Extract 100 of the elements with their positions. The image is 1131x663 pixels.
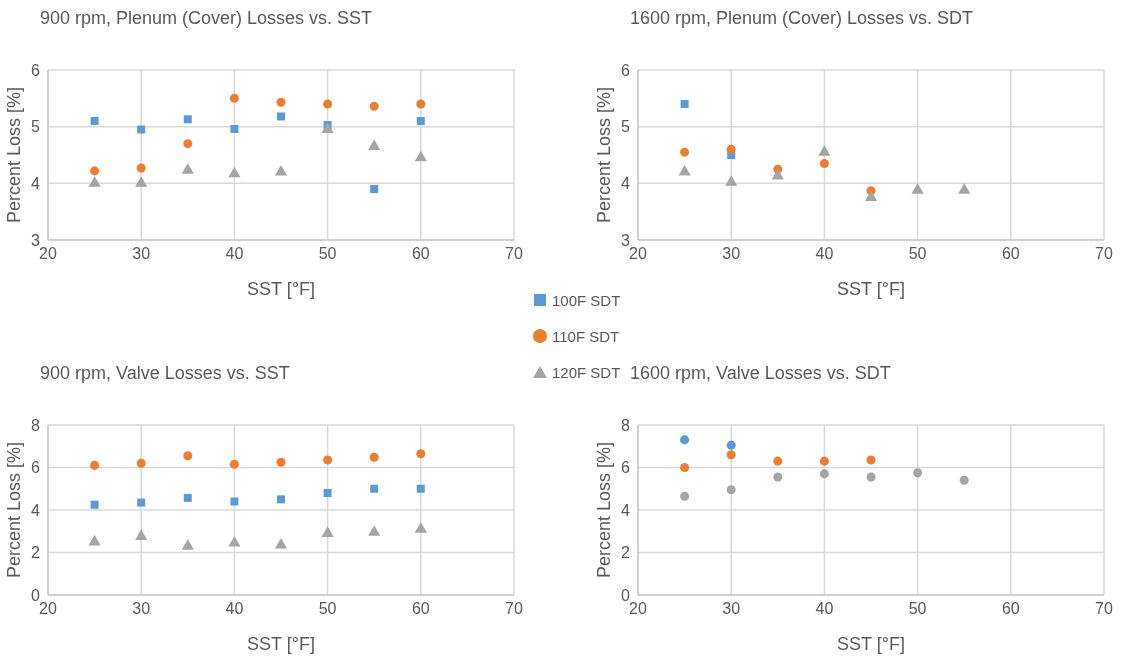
x-tick-label: 70 [505, 245, 523, 263]
point [680, 462, 690, 473]
point [277, 112, 285, 121]
y-tick-label: 3 [621, 231, 631, 249]
x-tick-label: 40 [815, 600, 834, 618]
x-tick-label: 20 [629, 600, 647, 618]
y-tick-label: 4 [621, 501, 631, 519]
x-axis-title: SST [°F] [837, 634, 905, 654]
x-tick-label: 60 [1001, 245, 1020, 263]
point [818, 145, 831, 156]
y-tick-label: 6 [31, 61, 41, 79]
point [183, 451, 193, 461]
point [416, 449, 426, 459]
y-axis-title: Percent Loss [%] [4, 86, 25, 224]
point [726, 485, 736, 495]
point [88, 176, 101, 187]
point [276, 457, 286, 467]
x-axis-title: SST [°F] [247, 279, 315, 299]
point [88, 534, 101, 546]
x-tick-label: 60 [411, 245, 430, 263]
point [276, 97, 286, 107]
point [866, 472, 876, 482]
y-tick-label: 2 [31, 544, 41, 562]
point [181, 539, 194, 550]
chart-title: 1600 rpm, Valve Losses vs. SDT [630, 363, 891, 384]
point [274, 538, 288, 549]
y-tick-label: 2 [621, 544, 631, 562]
y-tick-label: 8 [621, 416, 631, 434]
point [90, 166, 100, 176]
point [229, 93, 239, 103]
y-axis-title: Percent Loss [%] [594, 86, 615, 224]
point [323, 455, 333, 465]
point [725, 175, 738, 186]
point [229, 459, 239, 469]
x-tick-label: 40 [225, 600, 244, 618]
point [90, 500, 99, 509]
x-tick-label: 60 [1001, 600, 1020, 618]
x-tick-label: 40 [815, 245, 834, 263]
point [135, 176, 148, 187]
point [416, 484, 425, 493]
y-tick-label: 5 [31, 118, 41, 136]
point [416, 99, 426, 109]
chart-title: 1600 rpm, Plenum (Cover) Losses vs. SDT [630, 8, 974, 29]
y-axis-title: Percent Loss [%] [594, 441, 615, 579]
y-tick-label: 5 [621, 118, 631, 136]
point [368, 139, 381, 151]
point [819, 456, 829, 466]
x-tick-label: 30 [722, 600, 741, 618]
point [183, 493, 192, 502]
point [277, 495, 285, 504]
legend-label: 110F SDT [552, 327, 620, 345]
point [230, 497, 239, 506]
point [370, 484, 379, 493]
point [726, 144, 736, 154]
point [678, 164, 691, 176]
point [958, 183, 971, 194]
x-axis-title: SST [°F] [837, 279, 905, 299]
point [137, 498, 146, 507]
y-tick-label: 4 [31, 175, 41, 193]
x-tick-label: 70 [505, 600, 523, 618]
y-tick-label: 6 [31, 459, 41, 477]
x-tick-label: 70 [1095, 245, 1113, 263]
point [369, 101, 379, 111]
point [230, 124, 239, 133]
point [136, 163, 146, 173]
point [323, 489, 332, 497]
y-tick-label: 0 [31, 586, 41, 604]
point [680, 491, 690, 501]
point [183, 115, 192, 124]
y-tick-label: 8 [31, 416, 41, 434]
point [680, 147, 690, 157]
point [864, 190, 878, 202]
x-tick-label: 20 [39, 245, 57, 263]
x-tick-label: 70 [1095, 600, 1113, 618]
y-tick-label: 0 [621, 586, 631, 604]
x-tick-label: 30 [132, 600, 151, 618]
point [680, 435, 690, 445]
point [181, 163, 194, 174]
point [136, 458, 146, 468]
point [416, 117, 425, 125]
point [368, 525, 381, 536]
point [866, 455, 876, 465]
point [819, 469, 829, 479]
point [90, 117, 99, 125]
point [773, 456, 783, 466]
chart-title: 900 rpm, Plenum (Cover) Losses vs. SST [40, 8, 373, 29]
point [913, 468, 923, 478]
x-tick-label: 60 [411, 600, 430, 618]
point [414, 522, 427, 533]
point [183, 139, 193, 149]
chart-title: 900 rpm, Valve Losses vs. SST [40, 363, 290, 384]
x-tick-label: 50 [908, 245, 927, 263]
point [228, 166, 241, 178]
y-tick-label: 6 [621, 61, 631, 79]
point [911, 183, 924, 194]
legend-label: 100F SDT [552, 291, 621, 309]
point [321, 526, 334, 537]
point [959, 475, 969, 485]
point [137, 125, 146, 134]
x-tick-label: 30 [722, 245, 741, 263]
